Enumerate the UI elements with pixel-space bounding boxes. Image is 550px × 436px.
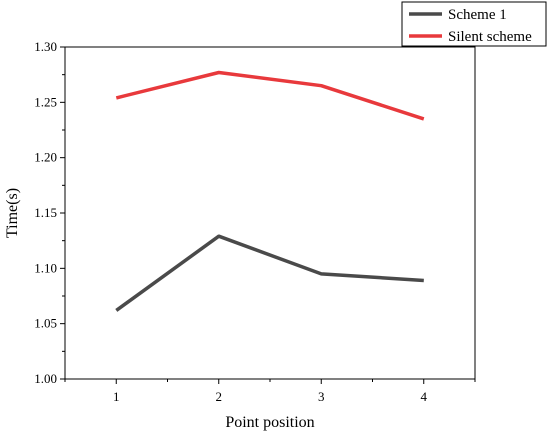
y-tick-label: 1.10 bbox=[34, 260, 57, 275]
x-tick-label: 4 bbox=[421, 389, 428, 404]
y-axis-title: Time(s) bbox=[4, 188, 21, 238]
y-axis: 1.00 1.05 1.10 1.15 1.20 1.25 1.30 bbox=[34, 39, 65, 386]
x-axis-title: Point position bbox=[225, 414, 314, 431]
y-tick-label: 1.05 bbox=[34, 316, 57, 331]
series-line-1 bbox=[115, 234, 424, 312]
series-layer bbox=[115, 70, 425, 312]
x-tick-label: 1 bbox=[113, 389, 120, 404]
legend: Scheme 1 Silent scheme bbox=[401, 1, 547, 47]
y-tick-label: 1.15 bbox=[34, 205, 57, 220]
legend-label-1: Scheme 1 bbox=[448, 7, 507, 23]
legend-label-2: Silent scheme bbox=[448, 29, 532, 45]
x-axis: 1 2 3 4 bbox=[64, 379, 476, 404]
legend-box bbox=[401, 1, 547, 47]
y-tick-label: 1.25 bbox=[34, 94, 57, 109]
x-tick-label: 3 bbox=[318, 389, 325, 404]
series-line-2 bbox=[115, 70, 425, 121]
y-tick-label: 1.20 bbox=[34, 150, 57, 165]
y-tick-label: 1.30 bbox=[34, 39, 57, 54]
y-tick-label: 1.00 bbox=[34, 371, 57, 386]
x-tick-label: 2 bbox=[216, 389, 223, 404]
